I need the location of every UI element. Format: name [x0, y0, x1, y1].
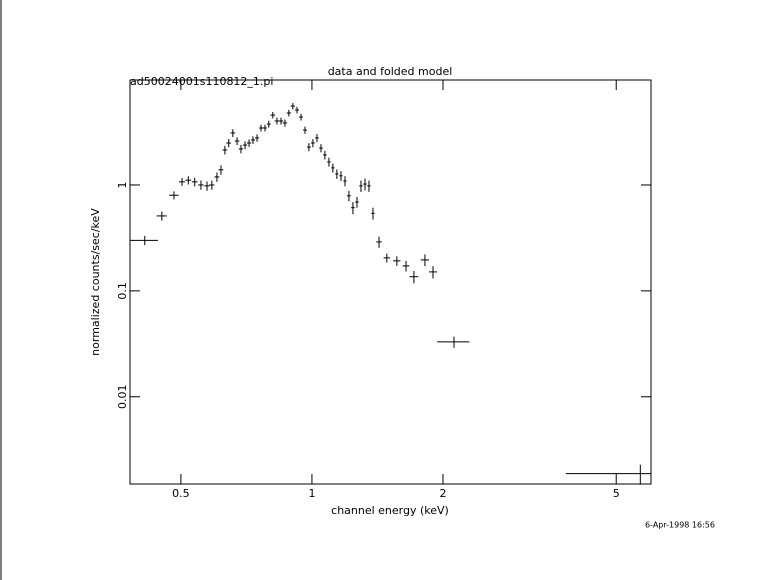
timestamp: 6-Apr-1998 16:56	[645, 521, 715, 530]
y-tick-label: 1	[116, 181, 129, 188]
x-tick-label: 5	[613, 487, 620, 500]
x-tick-label: 2	[439, 487, 446, 500]
chart-subtitle: ad50024001s110812_1.pi	[130, 75, 273, 88]
x-tick-label: 1	[308, 487, 315, 500]
chart-title: data and folded model	[328, 65, 453, 78]
x-tick-label: 0.5	[172, 487, 190, 500]
y-tick-label: 0.01	[116, 385, 129, 410]
y-tick-label: 0.1	[116, 282, 129, 300]
y-axis-label: normalized counts/sec/keV	[89, 208, 102, 356]
plot-frame	[129, 79, 652, 485]
x-axis-label: channel energy (keV)	[331, 504, 449, 517]
